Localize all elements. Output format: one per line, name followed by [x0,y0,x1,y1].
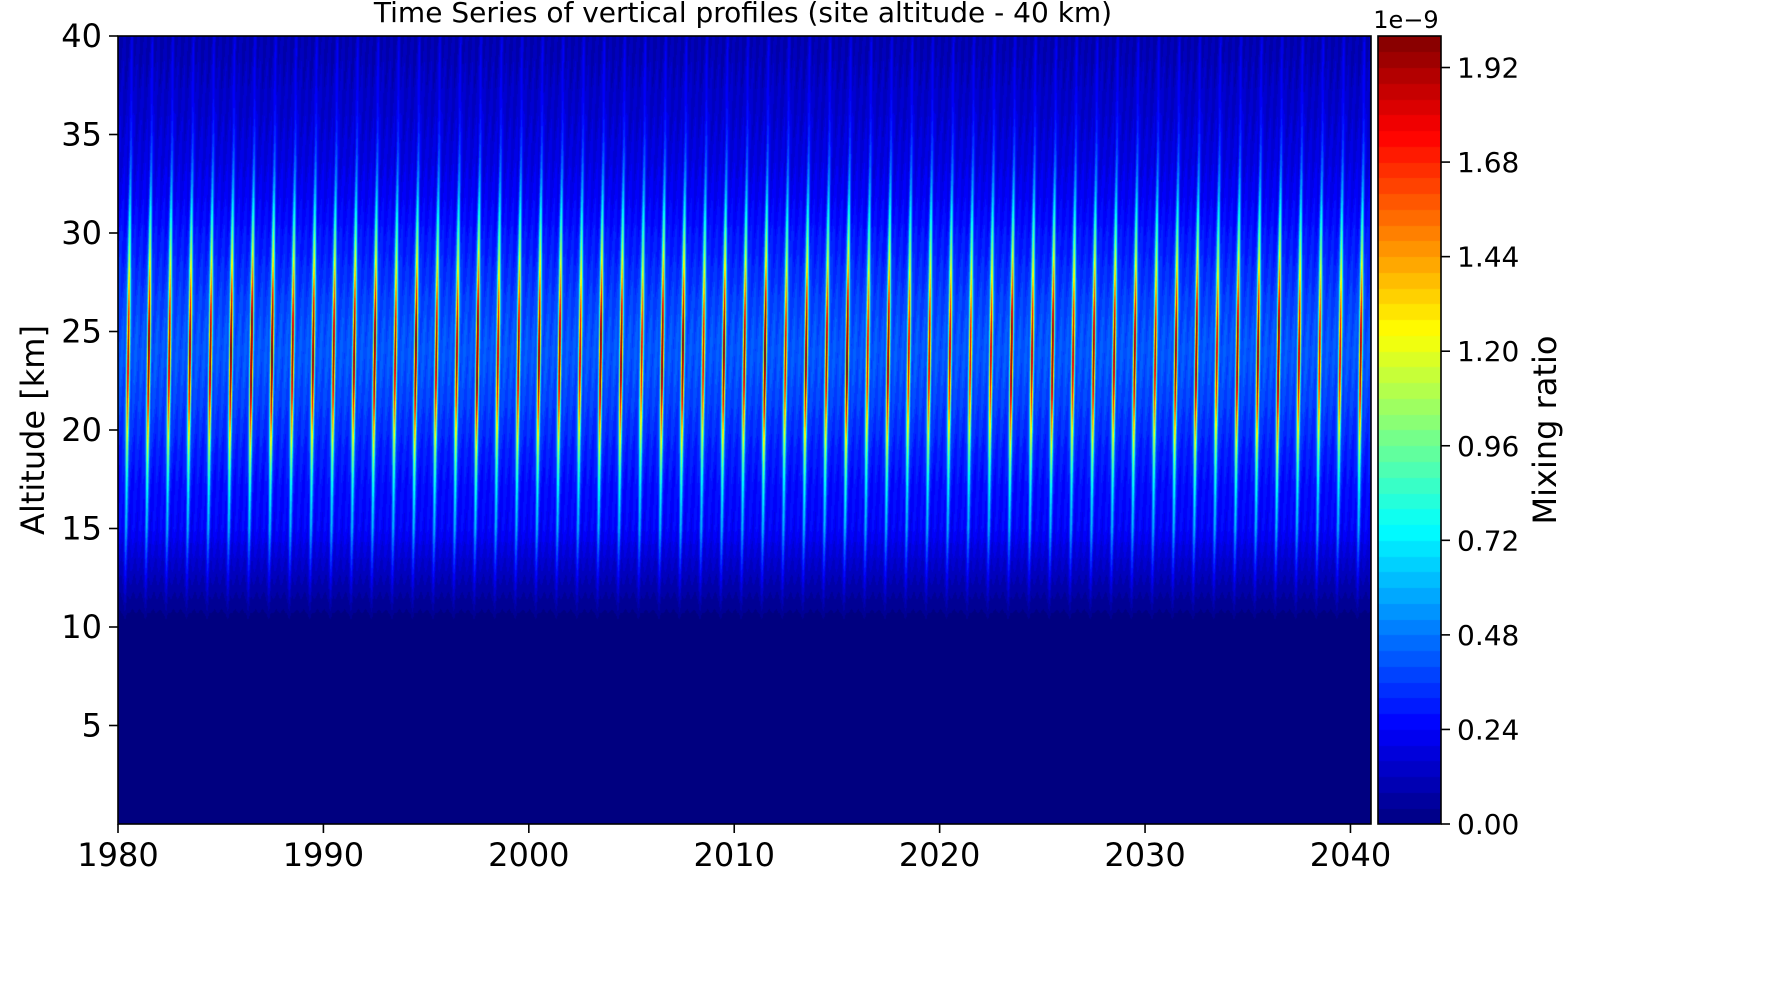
x-tick-label: 2000 [488,836,569,874]
colorbar-frame [1377,35,1442,825]
chart-title: Time Series of vertical profiles (site a… [373,0,1112,29]
colorbar-tick-label: 0.24 [1457,713,1519,746]
x-axis: 1980 1990 2000 2010 2020 2030 2040 [77,824,1391,874]
plot-area [117,35,1372,825]
y-tick-label: 25 [61,313,102,351]
y-tick-label: 40 [61,17,102,55]
colorbar-label: Mixing ratio [1526,336,1564,525]
x-tick-label: 1990 [283,836,364,874]
y-tick-label: 15 [61,510,102,548]
x-tick-label: 2020 [899,836,980,874]
colorbar-ticks: 0.00 0.24 0.48 0.72 0.96 1.20 1.44 1.68 1.92 [1441,52,1519,841]
y-tick-label: 5 [82,707,102,745]
x-tick-label: 1980 [77,836,158,874]
y-axis: 5 10 15 20 25 30 35 40 [61,17,118,745]
y-tick-label: 35 [61,116,102,154]
colorbar-offset-text: 1e−9 [1373,6,1438,34]
x-tick-label: 2010 [694,836,775,874]
x-tick-label: 2040 [1310,836,1391,874]
colorbar-tick-label: 0.48 [1457,619,1519,652]
colorbar-tick-label: 0.96 [1457,430,1519,463]
x-tick-label: 2030 [1104,836,1185,874]
colorbar-gradient [1378,36,1441,824]
y-tick-label: 30 [61,214,102,252]
colorbar-tick-label: 1.92 [1457,52,1519,85]
colorbar-tick-label: 1.44 [1457,241,1519,274]
y-tick-label: 10 [61,608,102,646]
colorbar: 0.00 0.24 0.48 0.72 0.96 1.20 1.44 1.68 1.92 1e−… [1373,6,1564,841]
y-axis-label: Altitude [km] [14,325,52,535]
heatmap-image [118,36,1371,824]
y-tick-label: 20 [61,411,102,449]
colorbar-tick-label: 1.68 [1457,146,1519,179]
colorbar-tick-label: 1.20 [1457,335,1519,368]
colorbar-tick-label: 0.00 [1457,808,1519,841]
colorbar-tick-label: 0.72 [1457,524,1519,557]
